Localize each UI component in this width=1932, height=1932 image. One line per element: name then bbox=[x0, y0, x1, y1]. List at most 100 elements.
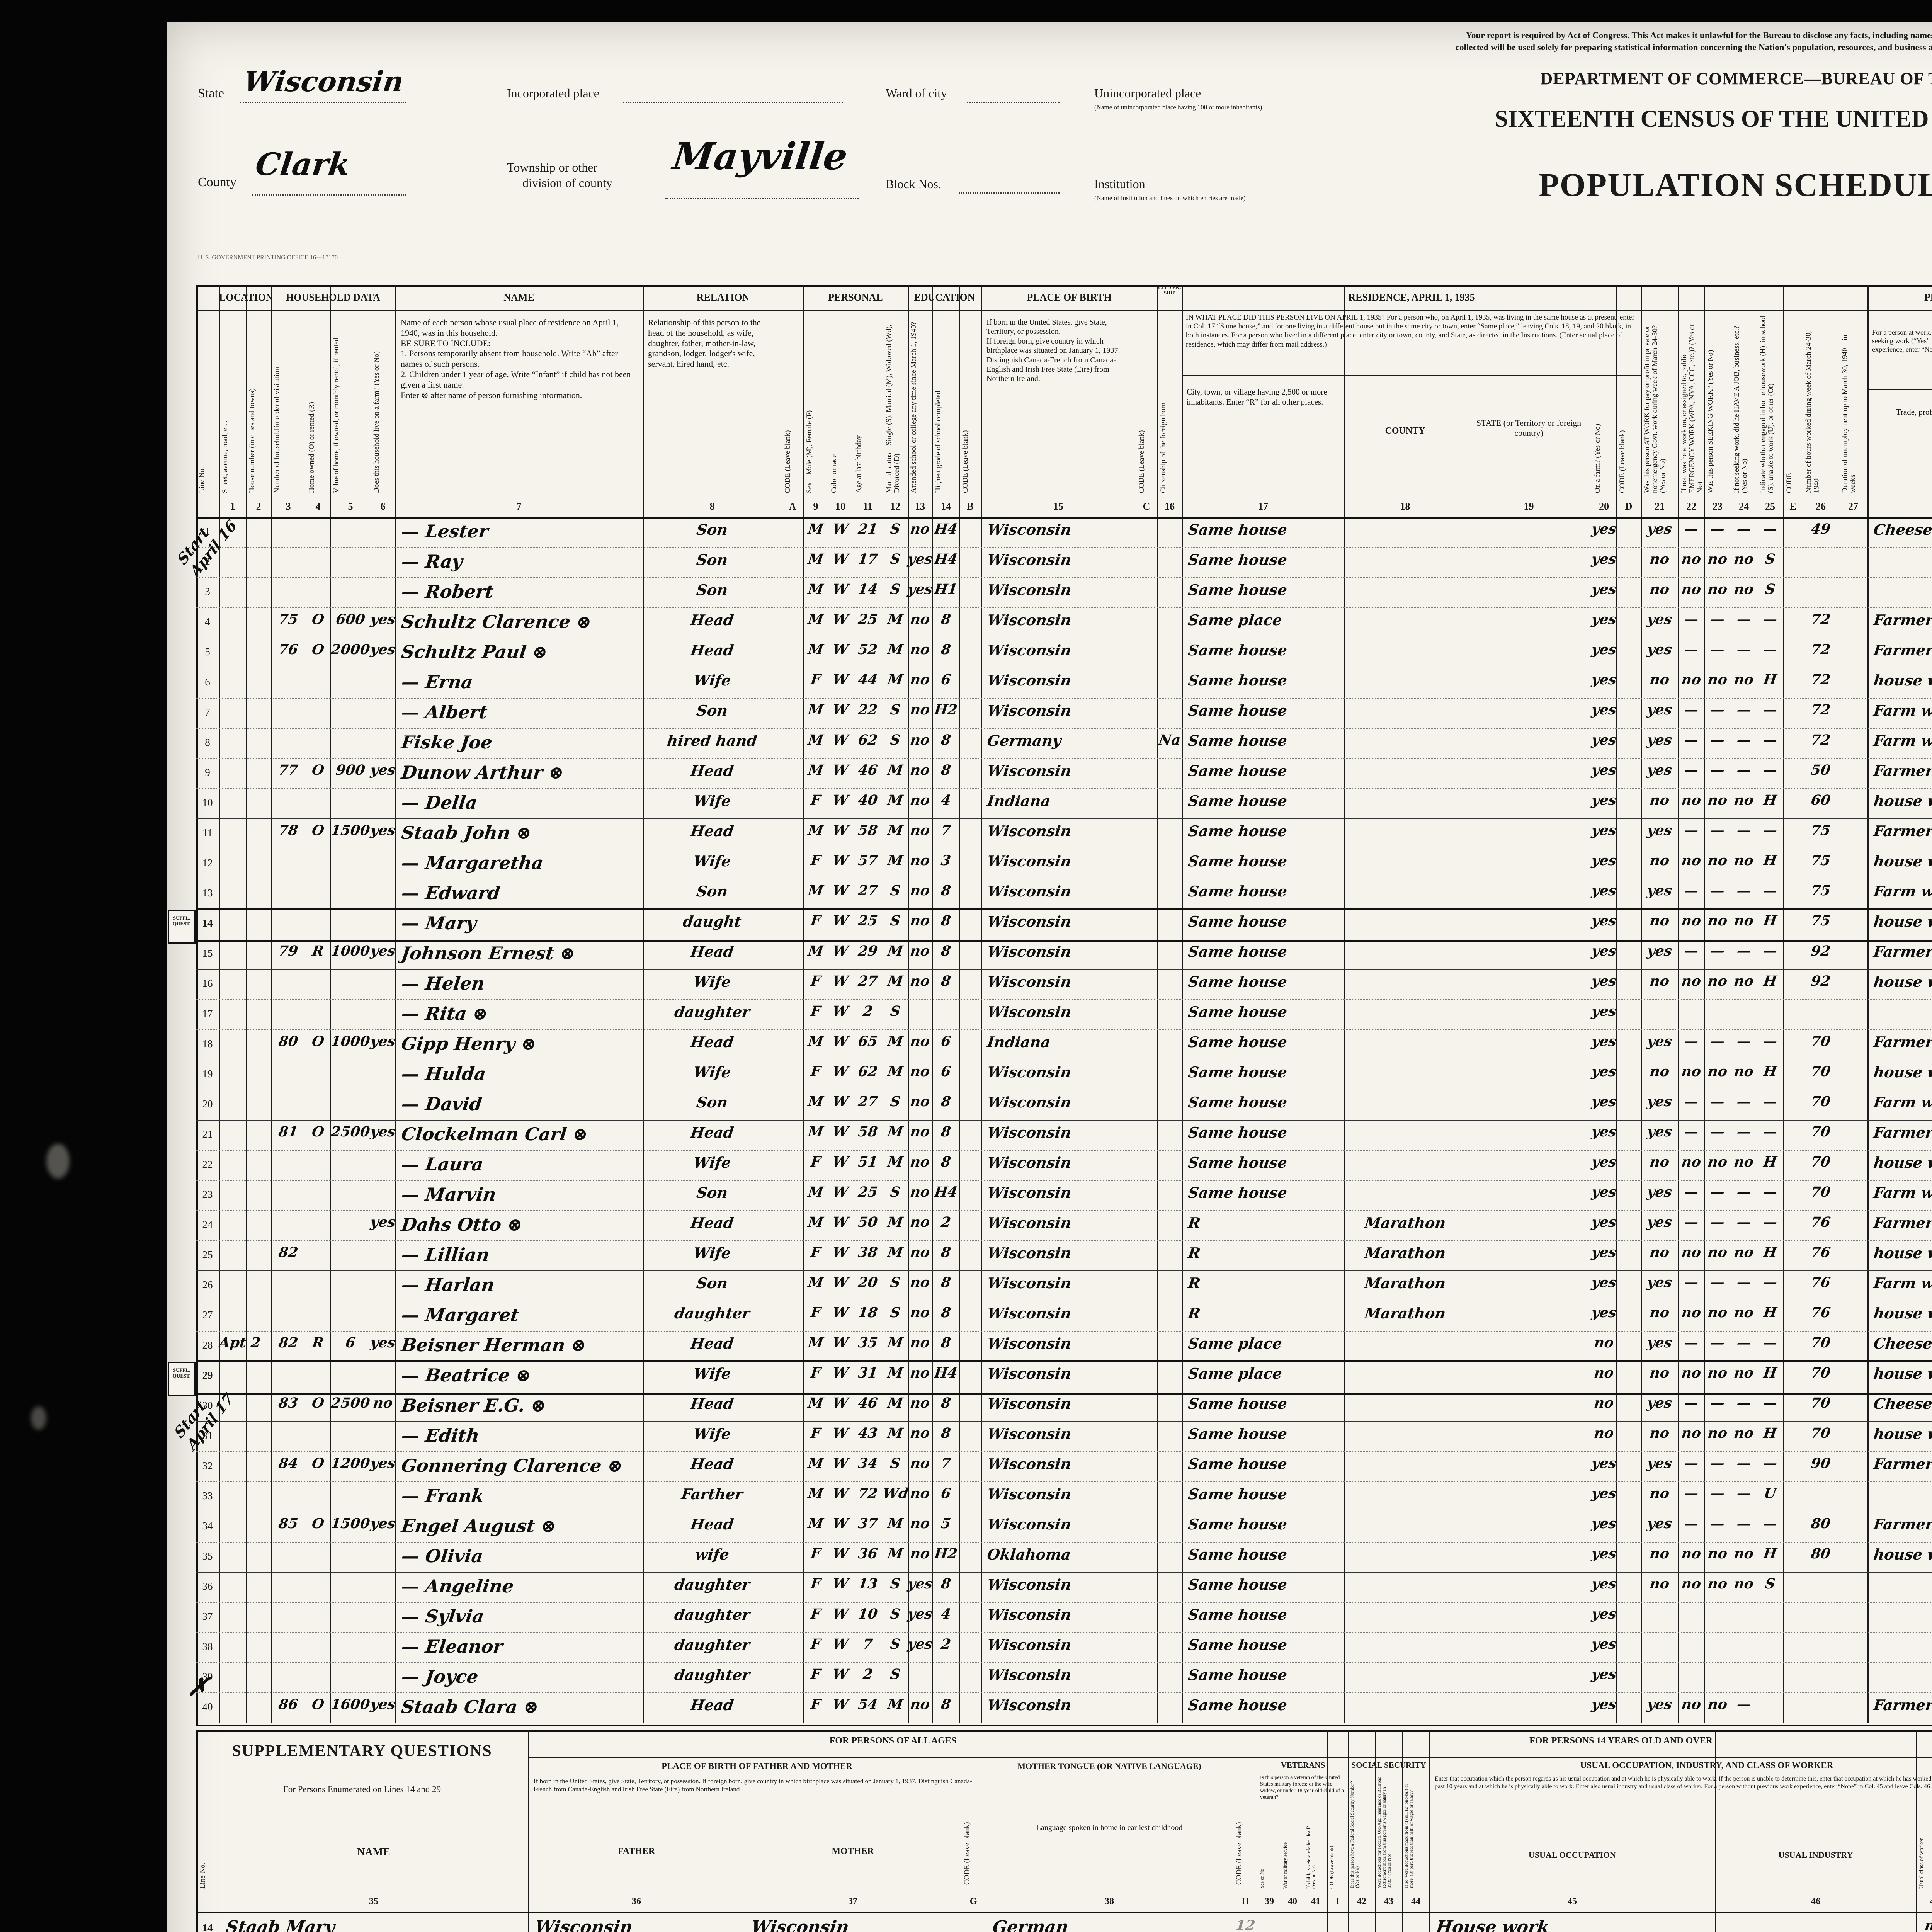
cell-w22: — bbox=[1683, 702, 1699, 718]
cell-w25: — bbox=[1762, 1335, 1778, 1351]
cell-rel: wife bbox=[694, 1546, 730, 1563]
cell-mar: M bbox=[886, 1124, 904, 1140]
cell-w24: no bbox=[1733, 1304, 1755, 1321]
line-number-left: 11 bbox=[202, 827, 213, 838]
column-number-age: 11 bbox=[863, 501, 873, 512]
cell-w25: H bbox=[1762, 1063, 1778, 1080]
cell-w23: no bbox=[1707, 973, 1728, 989]
suppl-column-number-occ: 45 bbox=[1568, 1896, 1577, 1906]
cell-rel: Head bbox=[689, 1455, 735, 1473]
cell-val: 1600 bbox=[330, 1696, 371, 1713]
line-number-left: 20 bbox=[202, 1098, 213, 1110]
cell-occ: house work bbox=[1872, 1244, 1932, 1262]
cell-sex: F bbox=[810, 672, 822, 688]
film-edge-left bbox=[0, 0, 167, 1932]
cell-sch: no bbox=[909, 1063, 931, 1080]
cell-gr: 8 bbox=[940, 883, 952, 899]
column-number-w21: 21 bbox=[1655, 501, 1665, 512]
line-number-left: 28 bbox=[202, 1339, 213, 1351]
cell-bp: Wisconsin bbox=[986, 822, 1073, 840]
cell-w25: — bbox=[1762, 732, 1778, 748]
column-number-sex: 9 bbox=[813, 501, 818, 512]
cell-age: 62 bbox=[857, 1063, 879, 1080]
cell-w23: — bbox=[1709, 883, 1726, 899]
column-number-gr: 14 bbox=[941, 501, 951, 512]
cell-h26: 70 bbox=[1810, 1063, 1832, 1080]
cell-w23: no bbox=[1707, 1154, 1728, 1170]
suppl-column-number-H: H bbox=[1242, 1896, 1249, 1906]
line-number-left: 35 bbox=[202, 1550, 213, 1562]
cell-r17: Same house bbox=[1187, 1033, 1288, 1051]
cell-rel: Wife bbox=[692, 1154, 732, 1171]
cell-sex: M bbox=[807, 1094, 825, 1110]
cell-mar: M bbox=[886, 1244, 904, 1260]
cell-w23: — bbox=[1709, 611, 1726, 628]
cell-w22: — bbox=[1683, 641, 1699, 658]
line-number-left: 14 bbox=[202, 917, 213, 929]
cell-h26: 75 bbox=[1810, 913, 1832, 929]
township-label: Township or other division of county bbox=[507, 160, 612, 190]
cell-gr: 8 bbox=[940, 1335, 952, 1351]
line-number-left: 31 bbox=[202, 1430, 213, 1441]
cell-name: — Sylvia bbox=[400, 1606, 485, 1627]
cell-mar: S bbox=[889, 1184, 901, 1200]
cell-race: W bbox=[832, 822, 849, 838]
cell-age: 57 bbox=[857, 852, 879, 869]
cell-w23: — bbox=[1709, 702, 1726, 718]
cell-w23: — bbox=[1709, 732, 1726, 748]
cell-hh: 75 bbox=[277, 611, 299, 628]
column-number-r20: 20 bbox=[1599, 501, 1609, 512]
cell-race: W bbox=[832, 1244, 849, 1260]
cell-r17: R bbox=[1187, 1214, 1202, 1231]
cell-occ: house work bbox=[1872, 1154, 1932, 1171]
suppl-tongue-title: MOTHER TONGUE (OR NATIVE LANGUAGE) bbox=[1017, 1761, 1201, 1771]
cell-rel: Wife bbox=[692, 1063, 732, 1081]
cell-sex: F bbox=[810, 792, 822, 808]
line-number-left: 9 bbox=[205, 767, 210, 778]
cell-w22: — bbox=[1683, 822, 1699, 838]
line-number-left: 8 bbox=[205, 736, 210, 748]
cell-sex: F bbox=[810, 852, 822, 869]
cell-rel: Wife bbox=[692, 1244, 732, 1262]
cell-occ: Farmer bbox=[1872, 1515, 1932, 1533]
cell-race: W bbox=[832, 1515, 849, 1532]
cell-w25: — bbox=[1762, 1184, 1778, 1200]
cell-bp: Indiana bbox=[986, 792, 1052, 810]
suppl-column-header-s42: Does this person have a Federal Social S… bbox=[1350, 1781, 1360, 1888]
cell-sex: F bbox=[810, 1606, 822, 1622]
cell-sex: F bbox=[810, 1425, 822, 1441]
cell-r17: Same place bbox=[1187, 1335, 1283, 1352]
cell-w24: — bbox=[1736, 1094, 1752, 1110]
cell-sex: M bbox=[807, 1033, 825, 1049]
suppl-column-number-ind: 46 bbox=[1811, 1896, 1820, 1906]
cell-r20: yes bbox=[1590, 672, 1617, 688]
cell-race: W bbox=[832, 1304, 849, 1321]
cell-sch: no bbox=[909, 1304, 931, 1321]
cell-bp: Wisconsin bbox=[986, 1003, 1073, 1020]
column-header-val: Value of home, if owned, or monthly rent… bbox=[333, 337, 340, 493]
cell-r20: yes bbox=[1590, 1214, 1617, 1230]
cell-race: W bbox=[832, 1636, 849, 1652]
cell-val: 1500 bbox=[330, 1515, 371, 1532]
cell-w22: — bbox=[1683, 1485, 1699, 1502]
cell-or: O bbox=[311, 641, 325, 658]
cell-sch: no bbox=[909, 913, 931, 929]
cell-name: — Albert bbox=[400, 702, 489, 723]
cell-bp: Wisconsin bbox=[986, 1274, 1073, 1292]
cell-bp: Wisconsin bbox=[986, 1335, 1073, 1352]
cell-w24: — bbox=[1736, 1184, 1752, 1200]
line-number-left: 15 bbox=[202, 947, 213, 959]
cell-hh: 85 bbox=[277, 1515, 299, 1532]
cell-race: W bbox=[832, 732, 849, 748]
cell-sex: M bbox=[807, 641, 825, 658]
cell-name: — Edward bbox=[400, 883, 502, 903]
cell-w24: — bbox=[1736, 762, 1752, 778]
cell-w23: no bbox=[1707, 1546, 1728, 1562]
cell-mar: M bbox=[886, 641, 904, 658]
cell-sex: M bbox=[807, 1395, 825, 1411]
cell-r17: Same house bbox=[1187, 762, 1288, 779]
cell-occ: house work bbox=[1872, 672, 1932, 689]
cell-mar: M bbox=[886, 822, 904, 838]
line-number-left: 4 bbox=[205, 616, 210, 628]
cell-mar: M bbox=[886, 1696, 904, 1713]
